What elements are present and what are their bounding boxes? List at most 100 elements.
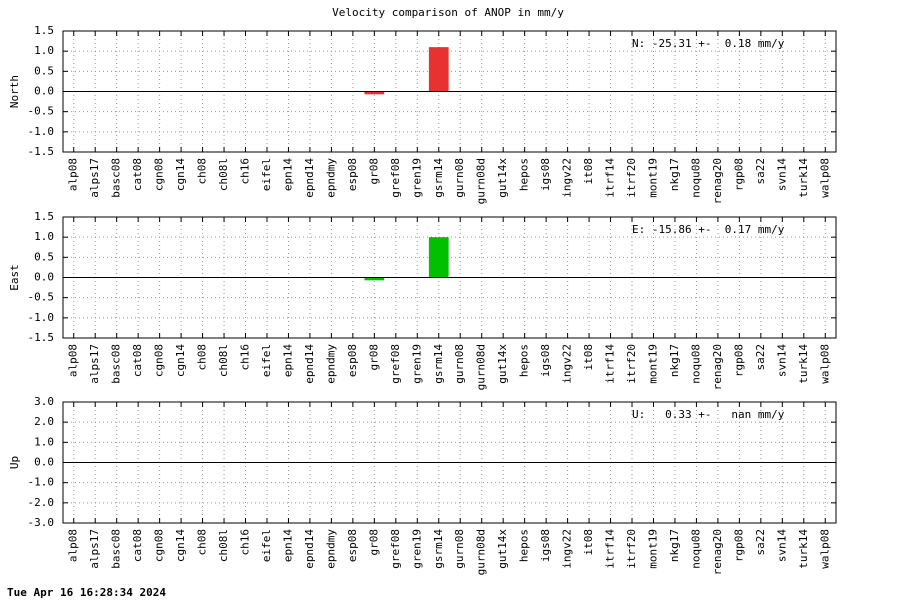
x-tick-label: ch16 (239, 529, 252, 556)
x-tick-label: gren19 (410, 529, 423, 569)
x-tick-label: ingv22 (561, 344, 574, 384)
x-tick-label: ch08l (217, 344, 230, 377)
x-tick-label: mont19 (646, 529, 659, 569)
x-tick-label: it08 (582, 529, 595, 556)
x-tick-label: gren19 (410, 344, 423, 384)
x-tick-label: ingv22 (561, 529, 574, 569)
x-tick-label: esp08 (346, 158, 359, 191)
x-tick-label: itrf14 (604, 158, 617, 198)
x-tick-label: hepos (518, 529, 531, 562)
x-tick-label: ch08l (217, 158, 230, 191)
y-tick-label: -0.5 (28, 105, 55, 118)
x-tick-label: mont19 (646, 158, 659, 198)
x-tick-label: hepos (518, 344, 531, 377)
x-tick-label: cgn14 (174, 344, 187, 377)
x-tick-label: svn14 (775, 158, 788, 191)
x-tick-label: gurn08d (475, 344, 488, 390)
x-tick-label: hepos (518, 158, 531, 191)
x-tick-label: gr08 (367, 529, 380, 556)
x-tick-label: ch08l (217, 529, 230, 562)
x-tick-label: gsrm14 (432, 344, 445, 384)
annotation: E: -15.86 +- 0.17 mm/y (632, 223, 785, 236)
x-tick-label: epnd14 (303, 158, 316, 198)
x-tick-label: cat08 (131, 158, 144, 191)
x-tick-label: gut14x (496, 344, 509, 384)
y-tick-label: 1.0 (34, 230, 54, 243)
x-tick-label: turk14 (797, 344, 810, 384)
x-tick-label: eifel (260, 344, 273, 377)
x-tick-label: gref08 (389, 158, 402, 198)
y-tick-label: 0.0 (34, 85, 54, 98)
x-tick-label: epndmy (324, 529, 337, 569)
x-tick-label: epnd14 (303, 529, 316, 569)
bar (428, 237, 449, 278)
y-tick-label: 0.5 (34, 64, 54, 77)
x-tick-label: nkg17 (668, 158, 681, 191)
x-tick-label: igs08 (539, 529, 552, 562)
y-tick-label: 1.0 (34, 44, 54, 57)
y-tick-label: 1.0 (34, 435, 54, 448)
x-tick-label: cgn14 (174, 529, 187, 562)
x-tick-label: cat08 (131, 344, 144, 377)
x-tick-label: gr08 (367, 158, 380, 185)
x-tick-label: basc08 (110, 158, 123, 198)
x-tick-label: eifel (260, 529, 273, 562)
bar (364, 277, 385, 281)
plot-frame (62, 216, 837, 339)
x-tick-label: walp08 (818, 344, 831, 384)
x-tick-label: cgn08 (153, 529, 166, 562)
x-tick-label: basc08 (110, 529, 123, 569)
x-tick-label: gsrm14 (432, 529, 445, 569)
x-tick-label: sa22 (754, 158, 767, 185)
x-tick-label: nkg17 (668, 529, 681, 562)
x-tick-label: ingv22 (561, 158, 574, 198)
x-tick-label: alps17 (88, 529, 101, 569)
x-tick-label: renag20 (711, 344, 724, 390)
chart-title: Velocity comparison of ANOP in mm/y (332, 6, 564, 19)
x-tick-label: epnd14 (303, 344, 316, 384)
y-tick-label: -1.0 (28, 125, 55, 138)
y-tick-label: -3.0 (28, 516, 55, 529)
y-axis-label: East (8, 264, 21, 291)
x-tick-label: igs08 (539, 344, 552, 377)
x-tick-label: alp08 (67, 344, 80, 377)
y-tick-label: 1.5 (34, 24, 54, 37)
x-tick-label: gurn08 (453, 344, 466, 384)
x-tick-label: it08 (582, 344, 595, 371)
x-tick-label: ch08 (196, 344, 209, 371)
x-tick-label: itrf14 (604, 529, 617, 569)
x-tick-label: cat08 (131, 529, 144, 562)
x-tick-label: cgn14 (174, 158, 187, 191)
x-tick-label: ch08 (196, 529, 209, 556)
x-tick-label: gren19 (410, 158, 423, 198)
x-tick-label: gurn08d (475, 158, 488, 204)
x-tick-label: epn14 (281, 529, 294, 562)
x-tick-label: esp08 (346, 344, 359, 377)
x-tick-label: cgn08 (153, 344, 166, 377)
x-tick-label: cgn08 (153, 158, 166, 191)
annotation: N: -25.31 +- 0.18 mm/y (632, 37, 785, 50)
x-tick-label: svn14 (775, 344, 788, 377)
y-tick-label: -2.0 (28, 496, 55, 509)
x-tick-label: mont19 (646, 344, 659, 384)
x-tick-label: itrf20 (625, 158, 638, 198)
x-tick-label: gurn08 (453, 158, 466, 198)
x-tick-label: eifel (260, 158, 273, 191)
x-tick-label: noqu08 (689, 158, 702, 198)
x-tick-label: it08 (582, 158, 595, 185)
plot-frame (62, 401, 837, 524)
y-tick-label: -1.0 (28, 476, 55, 489)
x-tick-label: alps17 (88, 344, 101, 384)
x-tick-label: itrf14 (604, 344, 617, 384)
y-tick-label: 0.0 (34, 456, 54, 469)
x-tick-label: alp08 (67, 158, 80, 191)
x-tick-label: walp08 (818, 529, 831, 569)
x-tick-label: rgp08 (732, 158, 745, 191)
x-tick-label: ch16 (239, 158, 252, 185)
x-tick-label: gref08 (389, 344, 402, 384)
y-tick-label: -1.0 (28, 311, 55, 324)
x-tick-label: alps17 (88, 158, 101, 198)
annotation: U: 0.33 +- nan mm/y (632, 408, 785, 421)
y-axis-label: North (8, 75, 21, 108)
